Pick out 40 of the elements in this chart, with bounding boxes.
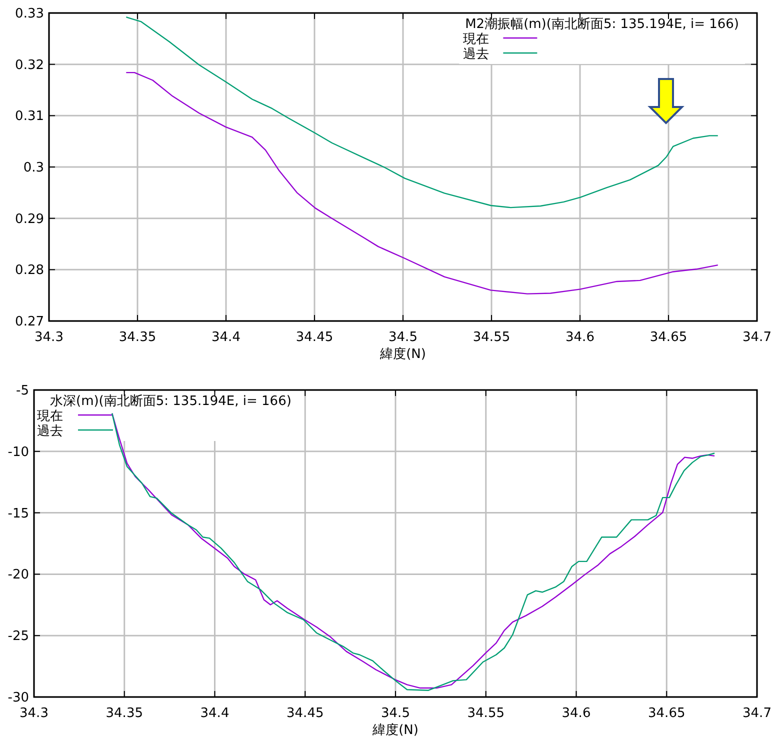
x-tick-label: 34.45 [296,330,334,345]
y-tick-label: -30 [8,690,29,706]
y-tick-label: -5 [16,384,29,398]
x-tick-label: 34.65 [648,706,686,721]
x-tick-label: 34.3 [34,330,64,345]
y-tick-label: -25 [8,629,29,644]
y-tick-label: 0.31 [15,109,44,124]
x-tick-label: 34.65 [650,330,688,345]
x-tick-label: 34.35 [118,330,156,345]
x-tick-label: 34.7 [742,706,772,721]
x-tick-label: 34.4 [212,330,240,345]
legend-label: 現在 [37,409,63,424]
x-tick-label: 34.7 [742,330,772,345]
x-axis-title: 緯度(N) [372,722,418,738]
y-tick-label: -20 [8,568,29,583]
x-tick-label: 34.6 [562,706,591,721]
chart-title: M2潮振幅(m)(南北断面5: 135.194E, i= 166) [465,17,739,32]
x-tick-label: 34.55 [467,706,504,721]
y-tick-label: 0.3 [23,160,44,176]
legend-label: 過去 [463,47,490,62]
line-series [126,72,718,294]
x-tick-label: 34.5 [388,330,418,345]
y-tick-label: -15 [8,506,29,522]
x-tick-label: 34.3 [20,706,48,721]
x-axis-title: 緯度(N) [379,346,426,362]
y-tick-label: 0.27 [15,314,44,330]
legend-label: 過去 [37,424,63,439]
y-tick-label: 0.28 [15,263,44,278]
x-tick-label: 34.4 [200,706,230,721]
chart-title: 水深(m)(南北断面5: 135.194E, i= 166) [50,394,292,409]
x-tick-label: 34.5 [381,706,410,721]
x-tick-label: 34.55 [472,330,510,345]
y-tick-label: -10 [8,444,29,460]
y-tick-label: 0.29 [15,212,44,227]
legend-label: 現在 [463,32,490,47]
y-tick-label: 0.32 [15,58,44,73]
y-tick-label: 0.33 [15,6,44,22]
x-tick-label: 34.45 [286,706,324,721]
x-tick-label: 34.6 [566,330,594,345]
x-tick-label: 34.35 [106,706,143,721]
